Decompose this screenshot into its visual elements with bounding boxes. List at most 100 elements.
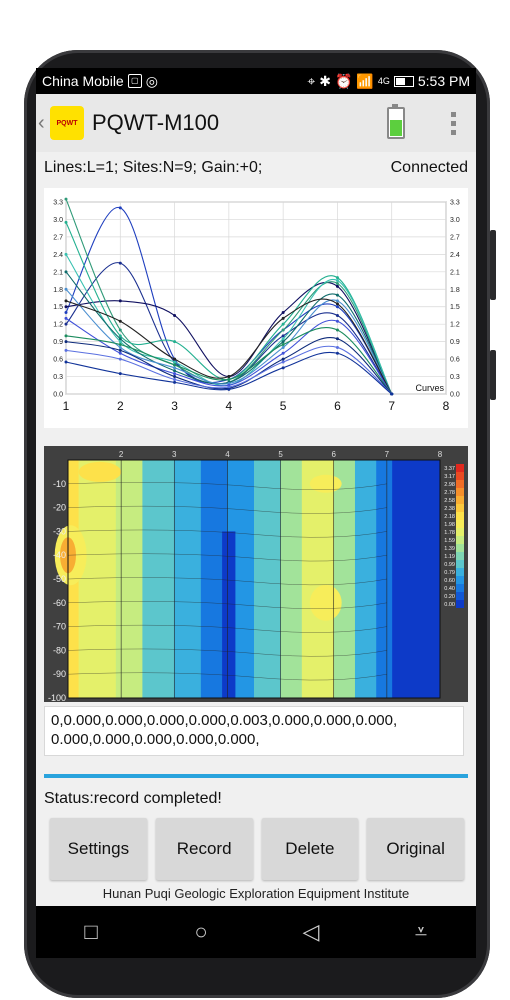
contour-line bbox=[67, 601, 387, 609]
y-tick-label: -80 bbox=[53, 645, 66, 655]
series-point bbox=[64, 287, 68, 291]
series-point bbox=[64, 348, 68, 352]
scale-label: 0.60 bbox=[444, 578, 455, 584]
scale-swatch bbox=[456, 528, 464, 536]
scale-swatch bbox=[456, 544, 464, 552]
series-point bbox=[281, 334, 285, 338]
x-tick-label: 8 bbox=[443, 399, 450, 413]
heatmap-band bbox=[376, 460, 393, 698]
info-bar: Lines:L=1; Sites:N=9; Gain:+0; Connected bbox=[36, 152, 476, 184]
series-point bbox=[64, 340, 68, 344]
series-point bbox=[335, 293, 339, 297]
scale-swatch bbox=[456, 600, 464, 608]
series-point bbox=[281, 366, 285, 370]
scale-swatch bbox=[456, 472, 464, 480]
y-tick-label: 1.2 bbox=[53, 322, 63, 329]
series-point bbox=[281, 360, 285, 364]
scale-label: 0.20 bbox=[444, 594, 455, 600]
scale-label: 0.40 bbox=[444, 586, 455, 592]
notification-pull-icon[interactable]: ⩡ bbox=[414, 919, 428, 944]
recent-apps-icon[interactable]: □ bbox=[84, 919, 98, 944]
series-point bbox=[281, 351, 285, 355]
series-point bbox=[118, 299, 122, 303]
series-point bbox=[173, 375, 177, 379]
series-point bbox=[118, 343, 122, 347]
scale-swatch bbox=[456, 576, 464, 584]
scale-swatch bbox=[456, 560, 464, 568]
legend-label: Curves bbox=[415, 383, 444, 393]
overflow-menu-icon[interactable] bbox=[451, 111, 456, 135]
series-point bbox=[227, 385, 231, 389]
series-point bbox=[281, 340, 285, 344]
contour-line bbox=[67, 624, 387, 633]
y-tick-label-right: 1.8 bbox=[450, 287, 460, 294]
clock-label: 5:53 PM bbox=[417, 73, 470, 89]
y-tick-label: -100 bbox=[48, 693, 66, 702]
settings-button[interactable]: Settings bbox=[50, 818, 147, 880]
y-tick-label-right: 0.0 bbox=[450, 392, 460, 399]
app-title: PQWT-M100 bbox=[92, 110, 220, 135]
original-button[interactable]: Original bbox=[367, 818, 464, 880]
series-point bbox=[118, 206, 122, 210]
y-tick-label-right: 3.3 bbox=[450, 200, 460, 207]
record-button[interactable]: Record bbox=[155, 818, 253, 880]
series-point bbox=[335, 345, 339, 349]
footer-text: Hunan Puqi Geologic Exploration Equipmen… bbox=[102, 886, 410, 901]
series-point bbox=[281, 316, 285, 320]
y-tick-label: -50 bbox=[53, 574, 66, 584]
contour-chart: 2 3 4 5 6 7 8 -10 -20 -30 -40 -50 -60 -70 -80 -90 -100 3.… bbox=[44, 446, 468, 703]
delete-button[interactable]: Delete bbox=[261, 818, 359, 880]
progress-divider bbox=[44, 774, 468, 778]
scale-label: 0.00 bbox=[444, 602, 455, 608]
app-logo[interactable]: PQWT bbox=[50, 106, 84, 140]
series-point bbox=[64, 316, 68, 320]
heatmap-patch bbox=[309, 474, 342, 493]
series-point bbox=[281, 357, 285, 361]
series-point bbox=[335, 337, 339, 341]
series-point bbox=[335, 302, 339, 306]
series-point bbox=[335, 284, 339, 288]
series-point bbox=[335, 319, 339, 323]
scale-swatch bbox=[456, 496, 464, 504]
y-tick-label: -30 bbox=[53, 526, 66, 536]
back-icon[interactable]: ◁ bbox=[302, 919, 320, 944]
data-readout: 0,0.000,0.000,0.000,0.000,0.003,0.000,0.… bbox=[44, 706, 464, 756]
series-point bbox=[281, 328, 285, 332]
series-line bbox=[65, 281, 393, 395]
y-tick-label: 0.9 bbox=[53, 339, 63, 346]
y-tick-label-right: 1.5 bbox=[450, 304, 460, 311]
series-point bbox=[335, 313, 339, 317]
heatmap-band bbox=[174, 460, 202, 698]
scale-swatch bbox=[456, 480, 464, 488]
x-tick-label: 7 bbox=[385, 450, 390, 459]
y-tick-label: -10 bbox=[53, 479, 66, 489]
back-chevron-icon[interactable]: ‹ bbox=[38, 111, 45, 134]
y-tick-label-right: 0.9 bbox=[450, 339, 460, 346]
home-icon[interactable]: ○ bbox=[194, 919, 208, 944]
app-notification-icon: ▢ bbox=[127, 74, 142, 88]
series-point bbox=[64, 322, 68, 326]
y-tick-label-right: 1.2 bbox=[450, 322, 460, 329]
device-battery-icon bbox=[387, 104, 405, 139]
scale-swatch bbox=[456, 504, 464, 512]
series-point bbox=[118, 348, 122, 352]
network-label: 4G bbox=[377, 76, 390, 86]
series-point bbox=[173, 372, 177, 376]
scale-label: 0.79 bbox=[444, 570, 455, 576]
y-tick-label: 0.3 bbox=[53, 374, 63, 381]
series-point bbox=[173, 340, 177, 344]
series-point bbox=[118, 340, 122, 344]
scale-swatch bbox=[456, 536, 464, 544]
contour-line bbox=[67, 553, 387, 562]
series-point bbox=[118, 372, 122, 376]
series-point bbox=[227, 375, 231, 379]
scale-swatch bbox=[456, 512, 464, 520]
y-tick-label: -40 bbox=[53, 550, 66, 560]
y-tick-label: -70 bbox=[53, 622, 66, 632]
volume-button bbox=[490, 230, 496, 300]
series-point bbox=[227, 387, 231, 391]
y-tick-label-right: 2.7 bbox=[450, 234, 460, 241]
signal-icon: 📶 bbox=[356, 72, 374, 89]
heatmap-patch bbox=[78, 461, 122, 482]
x-tick-label: 2 bbox=[119, 450, 124, 459]
